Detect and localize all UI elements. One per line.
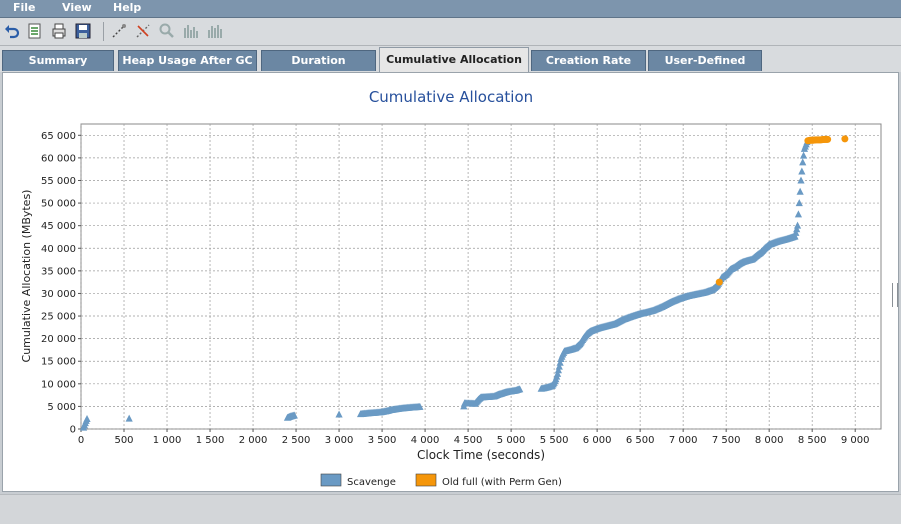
legend: Scavenge Old full (with Perm Gen) (320, 473, 562, 488)
tab-heap-usage-after-gc[interactable]: Heap Usage After GC (118, 50, 257, 71)
old-full-point (824, 135, 832, 143)
legend-label-old-full: Old full (with Perm Gen) (442, 477, 562, 488)
y-tick-label: 50 000 (41, 199, 76, 210)
y-tick-label: 30 000 (41, 289, 76, 300)
x-tick-label: 7 000 (669, 435, 698, 446)
y-tick-label: 55 000 (41, 176, 76, 187)
scavenge-point (555, 362, 563, 370)
plot-area (80, 123, 882, 430)
y-tick-label: 40 000 (41, 244, 76, 255)
y-tick-label: 45 000 (41, 221, 76, 232)
x-tick-label: 6 000 (583, 435, 612, 446)
x-axis-ticks: 0 500 1 000 1 500 2 000 2 500 3 000 3 500 4 000 4… (78, 429, 870, 446)
scavenge-point (516, 385, 524, 393)
old-full-point (841, 135, 849, 143)
x-tick-label: 3 500 (368, 435, 397, 446)
scavenge-point (290, 411, 298, 419)
tab-bar: Summary Heap Usage After GC Duration Cum… (0, 46, 901, 72)
y-tick-label: 60 000 (41, 153, 76, 164)
y-axis-label: Cumulative Allocation (MBytes) (20, 190, 33, 363)
scavenge-point (799, 151, 808, 159)
scavenge-point (553, 369, 562, 377)
y-tick-label: 5 000 (47, 402, 76, 413)
legend-swatch-old-full (415, 473, 437, 487)
undo-icon[interactable] (3, 22, 21, 40)
old-full-point (715, 278, 723, 286)
x-tick-label: 4 000 (411, 435, 440, 446)
scavenge-point (798, 167, 806, 175)
bar-chart-icon[interactable] (182, 22, 200, 40)
grid-lines (80, 124, 881, 430)
scavenge-point (793, 225, 801, 233)
x-tick-label: 5 000 (497, 435, 526, 446)
x-tick-label: 5 500 (540, 435, 569, 446)
scavenge-point (335, 410, 343, 418)
menu-file[interactable]: File (13, 1, 36, 14)
disabled-tool-icon[interactable] (134, 22, 152, 40)
scavenge-point (799, 158, 807, 166)
toolbar-separator (103, 22, 104, 41)
bar-chart-alt-icon[interactable] (206, 22, 224, 40)
x-tick-label: 9 000 (841, 435, 870, 446)
scavenge-point (416, 402, 424, 410)
menu-bar: File View Help (0, 0, 901, 18)
select-tool-icon[interactable] (110, 22, 128, 40)
open-file-icon[interactable] (26, 22, 44, 40)
legend-label-scavenge: Scavenge (347, 477, 396, 488)
menu-help[interactable]: Help (113, 1, 142, 14)
scavenge-point (792, 228, 800, 236)
x-tick-label: 6 500 (626, 435, 655, 446)
tab-user-defined[interactable]: User-Defined (648, 50, 762, 71)
tab-creation-rate[interactable]: Creation Rate (531, 50, 646, 71)
y-tick-label: 65 000 (41, 131, 76, 142)
x-tick-label: 8 000 (755, 435, 784, 446)
save-icon[interactable] (74, 22, 92, 40)
y-tick-label: 15 000 (41, 357, 76, 368)
tab-cumulative-allocation[interactable]: Cumulative Allocation (379, 47, 529, 72)
x-tick-label: 4 500 (454, 435, 483, 446)
zoom-icon[interactable] (158, 22, 176, 40)
scavenge-point (83, 415, 91, 423)
scavenge-point (554, 366, 563, 374)
x-tick-label: 3 000 (325, 435, 354, 446)
y-tick-label: 10 000 (41, 379, 76, 390)
x-tick-label: 8 500 (798, 435, 827, 446)
x-tick-label: 1 000 (153, 435, 182, 446)
tab-duration[interactable]: Duration (261, 50, 376, 71)
x-tick-label: 500 (114, 435, 133, 446)
legend-swatch-scavenge (320, 473, 342, 487)
status-bar (0, 494, 901, 524)
y-tick-label: 25 000 (41, 312, 76, 323)
scavenge-point (791, 232, 799, 240)
toolbar (0, 18, 901, 46)
x-axis-label: Clock Time (seconds) (417, 448, 545, 462)
scavenge-point (796, 187, 804, 195)
x-tick-label: 7 500 (712, 435, 741, 446)
print-icon[interactable] (50, 22, 68, 40)
x-tick-label: 1 500 (196, 435, 225, 446)
scavenge-point (797, 176, 805, 184)
y-tick-label: 0 (70, 425, 76, 436)
tab-summary[interactable]: Summary (2, 50, 114, 71)
scavenge-point (556, 358, 564, 366)
scavenge-point (793, 221, 802, 229)
x-tick-label: 2 000 (239, 435, 268, 446)
x-tick-label: 0 (78, 435, 84, 446)
y-axis-ticks: 0 5 000 10 000 15 000 20 000 25 000 30 000 35 0… (41, 131, 81, 436)
scavenge-point (125, 414, 133, 422)
y-tick-label: 35 000 (41, 266, 76, 277)
menu-view[interactable]: View (62, 1, 92, 14)
scrollbar-grip[interactable] (892, 283, 898, 307)
scavenge-point (795, 199, 803, 207)
scavenge-point (794, 210, 803, 218)
chart-title: Cumulative Allocation (369, 88, 533, 106)
data-points (79, 135, 849, 431)
x-tick-label: 2 500 (282, 435, 311, 446)
y-tick-label: 20 000 (41, 334, 76, 345)
